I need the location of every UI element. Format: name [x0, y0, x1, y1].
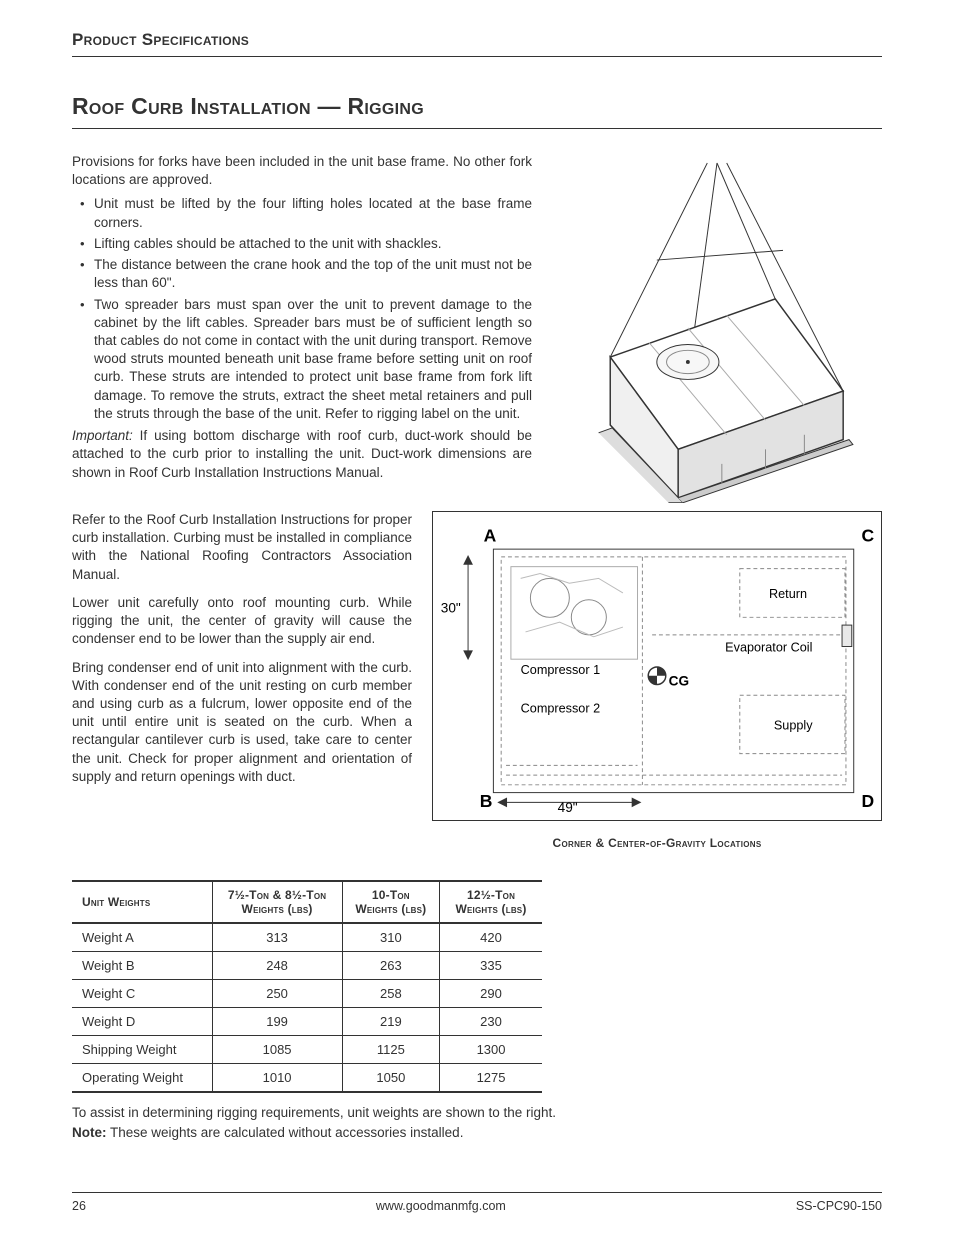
table-row: Weight D 199 219 230: [72, 1008, 542, 1036]
table-footer-text: To assist in determining rigging require…: [72, 1103, 882, 1123]
corner-b-label: B: [480, 791, 493, 811]
dim-vertical: 30": [441, 600, 461, 615]
unit-isometric-svg: [552, 153, 882, 503]
section-title: Roof Curb Installation — Rigging: [72, 93, 882, 129]
unit-weights-table: Unit Weights 7½-Ton & 8½-Ton Weights (lb…: [72, 880, 542, 1093]
svg-text:CG: CG: [669, 673, 689, 688]
cg-marker: CG: [648, 667, 689, 689]
corner-a-label: A: [484, 525, 497, 545]
table-row: Shipping Weight 1085 1125 1300: [72, 1036, 542, 1064]
col-header: 10-Ton Weights (lbs): [342, 881, 439, 923]
cg-diagram-block: A C B D 30" 49" Compressor 1 Compre: [432, 511, 882, 850]
diagram-caption: Corner & Center-of-Gravity Locations: [432, 836, 882, 850]
top-block: Provisions for forks have been included …: [72, 153, 882, 503]
mid-paragraph: Lower unit carefully onto roof mounting …: [72, 594, 412, 649]
compressor1-label: Compressor 1: [521, 663, 600, 677]
page-footer: 26 www.goodmanmfg.com SS-CPC90-150: [72, 1192, 882, 1213]
supply-label: Supply: [774, 718, 813, 732]
bullet-item: Lifting cables should be attached to the…: [94, 235, 532, 253]
mid-block: Refer to the Roof Curb Installation Inst…: [72, 511, 882, 850]
table-row: Operating Weight 1010 1050 1275: [72, 1064, 542, 1093]
cg-diagram-svg: A C B D 30" 49" Compressor 1 Compre: [432, 511, 882, 821]
return-label: Return: [769, 587, 807, 601]
corner-c-label: C: [862, 525, 875, 545]
important-label: Important:: [72, 428, 133, 443]
mid-paragraph: Bring condenser end of unit into alignme…: [72, 659, 412, 787]
evaporator-label: Evaporator Coil: [725, 640, 812, 654]
note-text: These weights are calculated without acc…: [107, 1125, 464, 1140]
doc-id: SS-CPC90-150: [796, 1199, 882, 1213]
col-header: 7½-Ton & 8½-Ton Weights (lbs): [212, 881, 342, 923]
footer-url: www.goodmanmfg.com: [376, 1199, 506, 1213]
note-label: Note:: [72, 1125, 107, 1140]
compressor2-label: Compressor 2: [521, 702, 600, 716]
col-header: Unit Weights: [72, 881, 212, 923]
bullet-item: The distance between the crane hook and …: [94, 256, 532, 292]
page-header: Product Specifications: [72, 30, 882, 57]
rooftop-unit-illustration: [552, 153, 882, 503]
intro-column: Provisions for forks have been included …: [72, 153, 532, 503]
mid-paragraph: Refer to the Roof Curb Installation Inst…: [72, 511, 412, 584]
bullet-list: Unit must be lifted by the four lifting …: [72, 195, 532, 423]
table-row: Weight B 248 263 335: [72, 952, 542, 980]
note-line: Note: These weights are calculated witho…: [72, 1123, 882, 1143]
corner-d-label: D: [862, 791, 875, 811]
important-text: If using bottom discharge with roof curb…: [72, 428, 532, 479]
page-number: 26: [72, 1199, 86, 1213]
intro-paragraph: Provisions for forks have been included …: [72, 153, 532, 189]
col-header: 12½-Ton Weights (lbs): [440, 881, 542, 923]
bullet-item: Two spreader bars must span over the uni…: [94, 296, 532, 424]
bullet-item: Unit must be lifted by the four lifting …: [94, 195, 532, 231]
table-row: Weight A 313 310 420: [72, 923, 542, 952]
table-row: Weight C 250 258 290: [72, 980, 542, 1008]
important-note: Important: If using bottom discharge wit…: [72, 427, 532, 482]
mid-text-column: Refer to the Roof Curb Installation Inst…: [72, 511, 412, 850]
dim-horizontal: 49": [558, 800, 578, 815]
